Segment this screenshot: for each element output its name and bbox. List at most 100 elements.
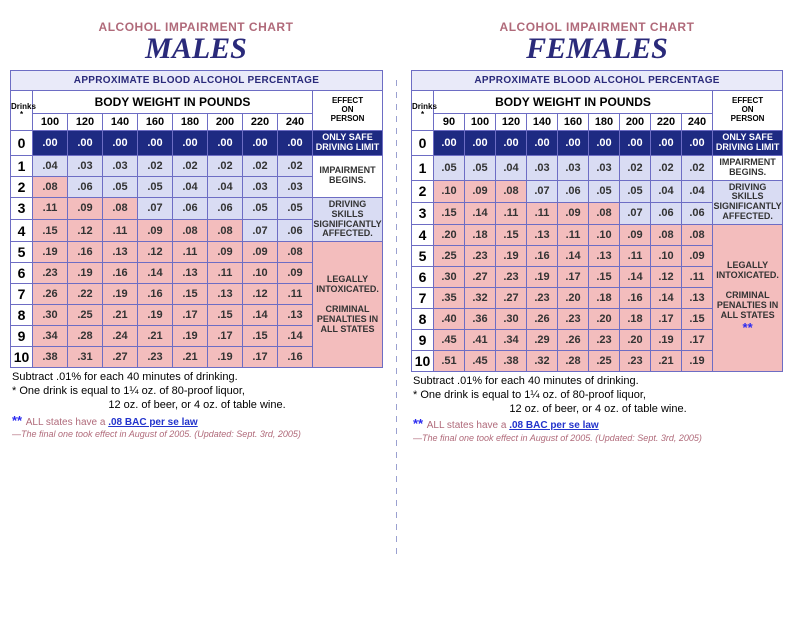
bac-cell: .15 bbox=[33, 220, 68, 242]
law-link[interactable]: .08 BAC per se law bbox=[108, 417, 197, 428]
bac-cell: .02 bbox=[278, 155, 313, 176]
bac-cell: .13 bbox=[173, 263, 208, 284]
bac-cell: .00 bbox=[103, 131, 138, 156]
drinks-count: 4 bbox=[11, 220, 33, 242]
bac-cell: .10 bbox=[434, 180, 465, 202]
weight-col: 100 bbox=[465, 114, 496, 131]
bac-cell: .06 bbox=[68, 176, 103, 197]
bac-cell: .03 bbox=[103, 155, 138, 176]
bac-cell: .00 bbox=[651, 131, 682, 156]
bac-cell: .05 bbox=[589, 180, 620, 202]
bac-cell: .14 bbox=[278, 326, 313, 347]
weight-col: 180 bbox=[589, 114, 620, 131]
bac-cell: .30 bbox=[33, 305, 68, 326]
bac-cell: .22 bbox=[68, 284, 103, 305]
bac-cell: .19 bbox=[68, 263, 103, 284]
bac-cell: .08 bbox=[103, 197, 138, 219]
bac-cell: .11 bbox=[208, 263, 243, 284]
bac-cell: .11 bbox=[278, 284, 313, 305]
bac-cell: .16 bbox=[278, 347, 313, 368]
bac-cell: .03 bbox=[243, 176, 278, 197]
bac-cell: .09 bbox=[620, 225, 651, 246]
bac-cell: .04 bbox=[496, 155, 527, 180]
bac-cell: .09 bbox=[138, 220, 173, 242]
bac-cell: .15 bbox=[208, 305, 243, 326]
footnote-law: ** ALL states have a .08 BAC per se law bbox=[413, 416, 783, 433]
bac-cell: .09 bbox=[558, 202, 589, 224]
bac-cell: .15 bbox=[434, 202, 465, 224]
weight-col: 160 bbox=[558, 114, 589, 131]
drinks-count: 0 bbox=[11, 131, 33, 156]
bac-cell: .31 bbox=[68, 347, 103, 368]
effect-cell: IMPAIRMENT BEGINS. bbox=[713, 155, 783, 180]
bac-cell: .32 bbox=[527, 351, 558, 372]
bac-cell: .18 bbox=[589, 288, 620, 309]
bac-cell: .26 bbox=[558, 330, 589, 351]
bac-cell: .08 bbox=[33, 176, 68, 197]
bac-cell: .38 bbox=[33, 347, 68, 368]
bac-cell: .06 bbox=[682, 202, 713, 224]
bac-cell: .16 bbox=[103, 263, 138, 284]
effect-cell: DRIVING SKILLS SIGNIFICANTLY AFFECTED. bbox=[313, 197, 383, 242]
bac-cell: .07 bbox=[527, 180, 558, 202]
bac-cell: .11 bbox=[33, 197, 68, 219]
bac-cell: .00 bbox=[465, 131, 496, 156]
bac-cell: .16 bbox=[138, 284, 173, 305]
footnotes: Subtract .01% for each 40 minutes of dri… bbox=[10, 371, 382, 440]
bac-cell: .20 bbox=[434, 225, 465, 246]
bac-cell: .17 bbox=[243, 347, 278, 368]
bac-cell: .28 bbox=[68, 326, 103, 347]
drinks-count: 9 bbox=[412, 330, 434, 351]
bac-cell: .26 bbox=[527, 309, 558, 330]
drinks-count: 5 bbox=[11, 242, 33, 263]
bac-cell: .05 bbox=[103, 176, 138, 197]
drinks-count: 5 bbox=[412, 246, 434, 267]
bac-cell: .14 bbox=[243, 305, 278, 326]
bac-cell: .04 bbox=[173, 176, 208, 197]
bac-cell: .11 bbox=[558, 225, 589, 246]
drinks-count: 10 bbox=[412, 351, 434, 372]
bac-cell: .09 bbox=[465, 180, 496, 202]
footnote-law: ** ALL states have a .08 BAC per se law bbox=[12, 413, 382, 430]
bac-cell: .13 bbox=[103, 242, 138, 263]
drinks-count: 10 bbox=[11, 347, 33, 368]
bac-cell: .15 bbox=[243, 326, 278, 347]
drinks-count: 6 bbox=[412, 267, 434, 288]
bac-cell: .25 bbox=[68, 305, 103, 326]
bac-cell: .00 bbox=[278, 131, 313, 156]
female-panel: ALCOHOL IMPAIRMENT CHARTFEMALESAPPROXIMA… bbox=[411, 20, 783, 560]
bac-cell: .27 bbox=[465, 267, 496, 288]
bac-cell: .00 bbox=[243, 131, 278, 156]
bac-cell: .19 bbox=[208, 347, 243, 368]
bac-cell: .06 bbox=[651, 202, 682, 224]
law-link[interactable]: .08 BAC per se law bbox=[509, 420, 598, 431]
bac-cell: .07 bbox=[243, 220, 278, 242]
bac-cell: .06 bbox=[278, 220, 313, 242]
bac-cell: .02 bbox=[620, 155, 651, 180]
bac-cell: .04 bbox=[682, 180, 713, 202]
bac-cell: .19 bbox=[103, 284, 138, 305]
weight-col: 120 bbox=[68, 114, 103, 131]
bac-cell: .07 bbox=[620, 202, 651, 224]
bac-cell: .23 bbox=[620, 351, 651, 372]
effect-cell: DRIVING SKILLS SIGNIFICANTLY AFFECTED. bbox=[713, 180, 783, 225]
bac-cell: .16 bbox=[527, 246, 558, 267]
panel-separator bbox=[396, 80, 397, 560]
bac-cell: .29 bbox=[527, 330, 558, 351]
weight-col: 120 bbox=[496, 114, 527, 131]
bac-cell: .02 bbox=[138, 155, 173, 176]
bac-cell: .20 bbox=[589, 309, 620, 330]
bac-cell: .32 bbox=[465, 288, 496, 309]
bac-cell: .19 bbox=[527, 267, 558, 288]
weight-col: 240 bbox=[682, 114, 713, 131]
bac-cell: .02 bbox=[243, 155, 278, 176]
bac-cell: .05 bbox=[465, 155, 496, 180]
bac-cell: .18 bbox=[465, 225, 496, 246]
bac-cell: .11 bbox=[173, 242, 208, 263]
weight-header: BODY WEIGHT IN POUNDS bbox=[434, 91, 713, 114]
bac-cell: .11 bbox=[496, 202, 527, 224]
bac-cell: .30 bbox=[496, 309, 527, 330]
bac-cell: .05 bbox=[434, 155, 465, 180]
bac-cell: .10 bbox=[243, 263, 278, 284]
drinks-count: 7 bbox=[412, 288, 434, 309]
